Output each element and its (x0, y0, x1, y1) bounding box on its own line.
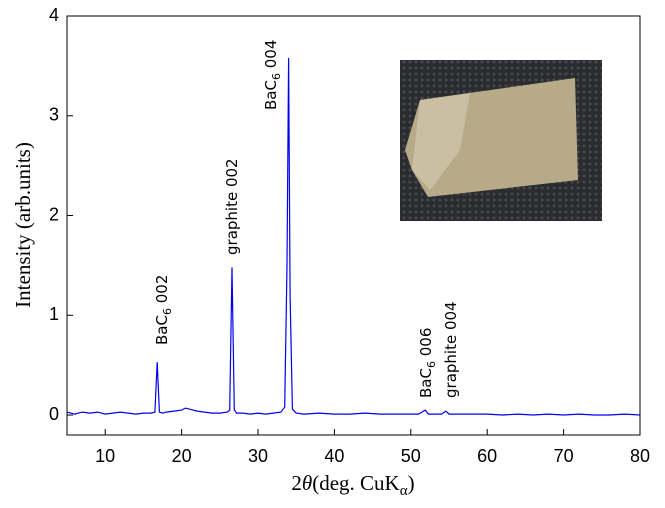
peak-annotation: BaC6 006 (417, 328, 438, 398)
x-tick-label: 40 (324, 446, 344, 466)
peak-annotation: graphite 004 (442, 301, 460, 398)
annotation-part: 006 (417, 328, 435, 361)
xrd-line (66, 57, 641, 416)
x-tick-label: 10 (95, 446, 115, 466)
annotation-part: 002 (153, 275, 171, 308)
x-tick-label: 70 (554, 446, 574, 466)
x-label-theta: θ (302, 471, 312, 495)
x-axis-label: 2θ(deg. CuKα) (291, 471, 414, 499)
annotation-part: graphite 004 (442, 301, 460, 398)
peak-annotation: graphite 002 (223, 158, 241, 255)
y-tick-label: 4 (49, 5, 59, 25)
y-tick-label: 0 (49, 404, 59, 424)
x-label-part: (deg. CuK (312, 471, 400, 495)
y-tick-label: 3 (49, 105, 59, 125)
peak-annotation: BaC6 002 (153, 275, 174, 345)
peak-annotation: BaC6 004 (262, 40, 283, 110)
annotation-part: BaC (153, 315, 171, 345)
y-tick-label: 2 (49, 204, 59, 224)
annotation-part: 6 (161, 308, 174, 315)
x-tick-label: 20 (172, 446, 192, 466)
annotation-part: BaC (262, 80, 280, 110)
x-label-part: ) (408, 471, 415, 495)
x-tick-label: 80 (630, 446, 650, 466)
x-tick-label: 30 (248, 446, 268, 466)
x-tick-label: 60 (477, 446, 497, 466)
x-label-part: 2 (291, 471, 302, 495)
y-tick-label: 1 (49, 304, 59, 324)
annotation-part: graphite 002 (223, 158, 241, 255)
annotation-part: 6 (425, 361, 438, 368)
annotation-part: BaC (417, 368, 435, 398)
annotation-part: 6 (270, 73, 283, 80)
x-label-sub: α (400, 483, 408, 499)
plot-frame (66, 15, 641, 436)
y-axis-label: Intensity (arb.units) (11, 142, 35, 308)
inset-photo (400, 60, 602, 221)
x-tick-label: 50 (401, 446, 421, 466)
annotation-part: 004 (262, 40, 280, 73)
